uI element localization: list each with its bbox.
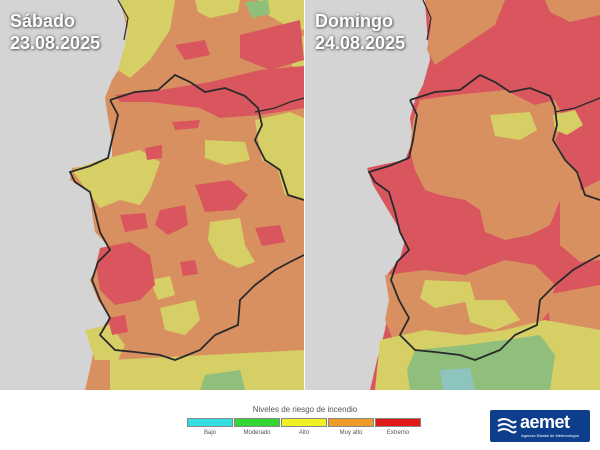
extremo-region (108, 315, 128, 335)
alto-region (208, 218, 255, 268)
logo-name: aemet (520, 412, 570, 432)
region-border (68, 99, 304, 361)
extremo-region (120, 213, 148, 232)
day-name: Sábado (10, 11, 76, 31)
muy-alto-region (545, 0, 600, 22)
moderado-region (245, 0, 270, 18)
fire-risk-legend: Niveles de riesgo de incendio Bajo Moder… (187, 405, 423, 445)
day-date: 23.08.2025 (10, 33, 101, 53)
alto-region (110, 350, 304, 390)
fire-risk-map-sunday (367, 0, 600, 390)
map-panel-sunday: Domingo 24.08.2025 (305, 0, 600, 390)
day-date: 24.08.2025 (315, 33, 406, 53)
extremo-region (96, 242, 155, 305)
panel-divider (304, 0, 305, 390)
moderado-region (200, 370, 245, 390)
region-border (117, 0, 129, 41)
alto-region (420, 280, 475, 308)
logo-subtitle: Agencia Estatal de Meteorología (521, 433, 579, 438)
legend-swatch-muy-alto (328, 418, 374, 427)
alto-region (255, 112, 304, 200)
region-border (554, 97, 600, 113)
saturday-date-label: Sábado 23.08.2025 (10, 10, 100, 54)
alto-region (490, 112, 537, 140)
alto-region (465, 300, 520, 330)
legend-item-extremo: Extremo (375, 418, 421, 436)
extremo-region (195, 180, 248, 212)
extremo-region (240, 20, 304, 70)
legend-label-muy-alto: Muy alto (339, 430, 363, 436)
legend-item-moderado: Moderado (234, 418, 280, 436)
legend-label-alto: Alto (298, 430, 310, 436)
alto-region (195, 0, 240, 18)
sunday-date-label: Domingo 24.08.2025 (315, 10, 405, 54)
region-border (422, 0, 432, 41)
legend-swatch-alto (281, 418, 327, 427)
alto-region (150, 276, 175, 300)
region-border (109, 73, 304, 201)
extremo-region (155, 205, 188, 235)
region-border (367, 99, 600, 361)
legend-label-extremo: Extremo (386, 430, 410, 436)
legend-swatch-moderado (234, 418, 280, 427)
day-name: Domingo (315, 11, 393, 31)
legend-label-moderado: Moderado (243, 430, 271, 436)
extremo-region (145, 145, 162, 160)
extremo-region (172, 120, 200, 130)
fire-risk-map-saturday (68, 0, 304, 390)
muy-alto-region (255, 275, 304, 340)
aemet-emblem-icon (497, 418, 517, 434)
muy-alto-region (425, 0, 505, 65)
alto-region (553, 110, 583, 135)
region-border (409, 73, 600, 201)
alto-region (118, 0, 175, 78)
legend-title: Niveles de riesgo de incendio (252, 405, 358, 414)
region-border (254, 97, 304, 113)
alto-region (205, 140, 250, 165)
legend-item-bajo: Bajo (187, 418, 233, 436)
muy-alto-region (560, 180, 600, 262)
extremo-region (255, 225, 285, 246)
legend-item-alto: Alto (281, 418, 327, 436)
muy-alto-region (410, 90, 580, 240)
extremo-region (180, 260, 198, 276)
legend-swatch-extremo (375, 418, 421, 427)
legend-swatch-bajo (187, 418, 233, 427)
map-panel-saturday: Sábado 23.08.2025 (0, 0, 304, 390)
aemet-logo: aemet Agencia Estatal de Meteorología (490, 410, 590, 442)
extremo-region (175, 40, 210, 60)
legend-label-bajo: Bajo (203, 430, 216, 436)
alto-region (160, 300, 200, 335)
bajo-region (440, 368, 475, 390)
legend-item-muy-alto: Muy alto (328, 418, 374, 436)
